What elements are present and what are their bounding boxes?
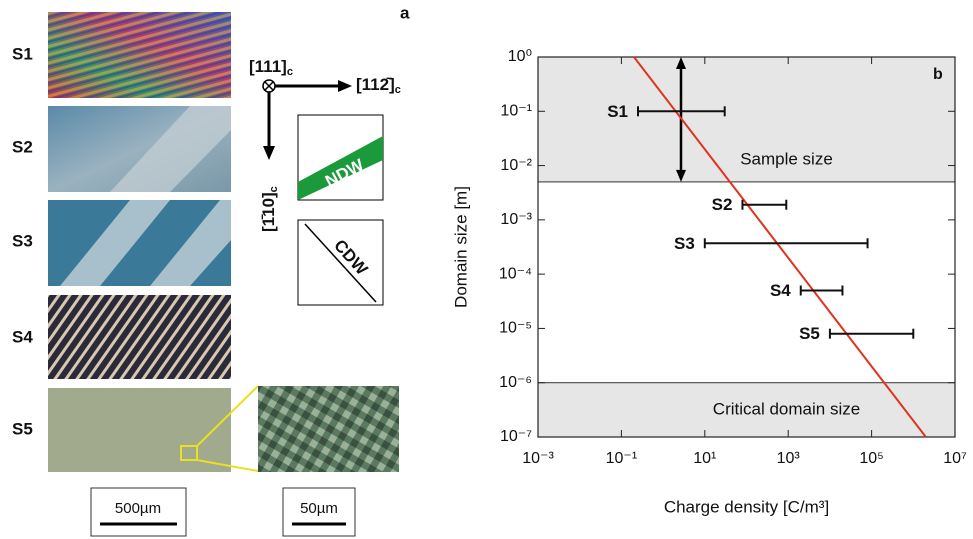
x-tick-label: 10¹ bbox=[693, 450, 716, 467]
sample-label: S5 bbox=[799, 324, 820, 343]
sample-label: S2 bbox=[12, 137, 33, 156]
y-tick-label: 10⁻⁴ bbox=[499, 265, 532, 282]
panel-label: b bbox=[933, 66, 943, 83]
axis-label: [1̄10]c bbox=[259, 186, 279, 232]
micrograph-haze bbox=[48, 388, 231, 472]
y-tick-label: 10⁻³ bbox=[500, 211, 532, 228]
y-tick-label: 10⁻⁶ bbox=[499, 374, 532, 391]
region-label: Sample size bbox=[740, 149, 833, 168]
x-tick-label: 10⁻¹ bbox=[606, 450, 638, 467]
y-axis-label: Domain size [m] bbox=[451, 186, 470, 308]
x-axis-label: Charge density [C/m³] bbox=[664, 497, 829, 516]
arrowhead bbox=[263, 146, 275, 160]
micrograph-texture bbox=[48, 12, 231, 98]
y-tick-label: 10⁻¹ bbox=[500, 103, 532, 120]
axis-sub: c bbox=[287, 66, 293, 78]
y-tick-label: 10⁰ bbox=[508, 48, 532, 65]
x-tick-label: 10⁷ bbox=[943, 450, 967, 467]
x-tick-label: 10³ bbox=[777, 450, 801, 467]
y-tick-label: 10⁻⁷ bbox=[500, 428, 532, 445]
panel-a: a S1 S2 S3 S4 S5 500µm 50µm [111]c [112̄… bbox=[12, 3, 410, 536]
zoom-image bbox=[258, 386, 399, 472]
axis-sub: c bbox=[268, 186, 280, 192]
sample-label: S1 bbox=[12, 44, 33, 63]
panel-label: a bbox=[400, 3, 410, 22]
y-tick-label: 10⁻² bbox=[500, 157, 532, 174]
panel-b: Sample size Critical domain size 10⁻³ 10⁻¹ 1… bbox=[451, 48, 967, 516]
sample-label: S2 bbox=[712, 195, 733, 214]
scale-label: 500µm bbox=[115, 500, 161, 517]
arrowhead bbox=[338, 80, 352, 92]
sample-label: S1 bbox=[607, 102, 628, 121]
sample-label: S4 bbox=[770, 281, 791, 300]
axis-label: [112̄]c bbox=[356, 75, 401, 95]
micrograph bbox=[48, 295, 231, 379]
scale-label: 50µm bbox=[300, 500, 338, 517]
x-tick-label: 10⁻³ bbox=[522, 450, 554, 467]
y-tick-label: 10⁻⁵ bbox=[499, 320, 532, 337]
figure: a S1 S2 S3 S4 S5 500µm 50µm [111]c [112̄… bbox=[0, 0, 973, 539]
sample-label: S5 bbox=[12, 419, 33, 438]
x-tick-label: 10⁵ bbox=[859, 450, 883, 467]
sample-label: S4 bbox=[12, 327, 33, 346]
axis-text: [1̄10] bbox=[259, 192, 278, 232]
axis-text: [111] bbox=[249, 57, 287, 76]
axis-sub: c bbox=[395, 84, 401, 96]
axis-label: [111]c bbox=[249, 57, 293, 77]
region-label: Critical domain size bbox=[713, 399, 860, 418]
sample-label: S3 bbox=[12, 231, 33, 250]
sample-label: S3 bbox=[674, 234, 695, 253]
axis-text: [112̄] bbox=[356, 75, 395, 94]
